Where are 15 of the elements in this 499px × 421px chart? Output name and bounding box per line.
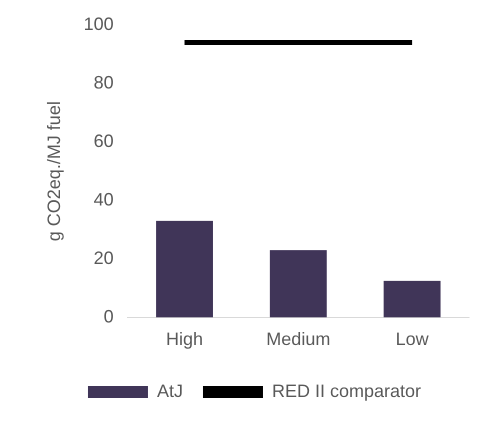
y-tick-label: 80 bbox=[94, 72, 114, 92]
y-tick-label: 0 bbox=[104, 306, 114, 326]
y-tick-label: 60 bbox=[94, 130, 114, 151]
x-tick-label: High bbox=[166, 329, 204, 350]
y-tick-label: 100 bbox=[84, 14, 114, 34]
x-tick-label: Medium bbox=[266, 329, 330, 350]
x-tick-label: Low bbox=[396, 329, 430, 350]
bar bbox=[384, 280, 441, 318]
y-tick-label: 20 bbox=[94, 248, 114, 268]
bar bbox=[156, 220, 213, 318]
legend-label: RED II comparator bbox=[272, 380, 422, 401]
y-tick-label: 40 bbox=[94, 189, 114, 210]
y-axis-title: g CO2eq./MJ fuel bbox=[44, 101, 64, 242]
legend-label: AtJ bbox=[156, 380, 183, 401]
bar bbox=[270, 250, 327, 318]
